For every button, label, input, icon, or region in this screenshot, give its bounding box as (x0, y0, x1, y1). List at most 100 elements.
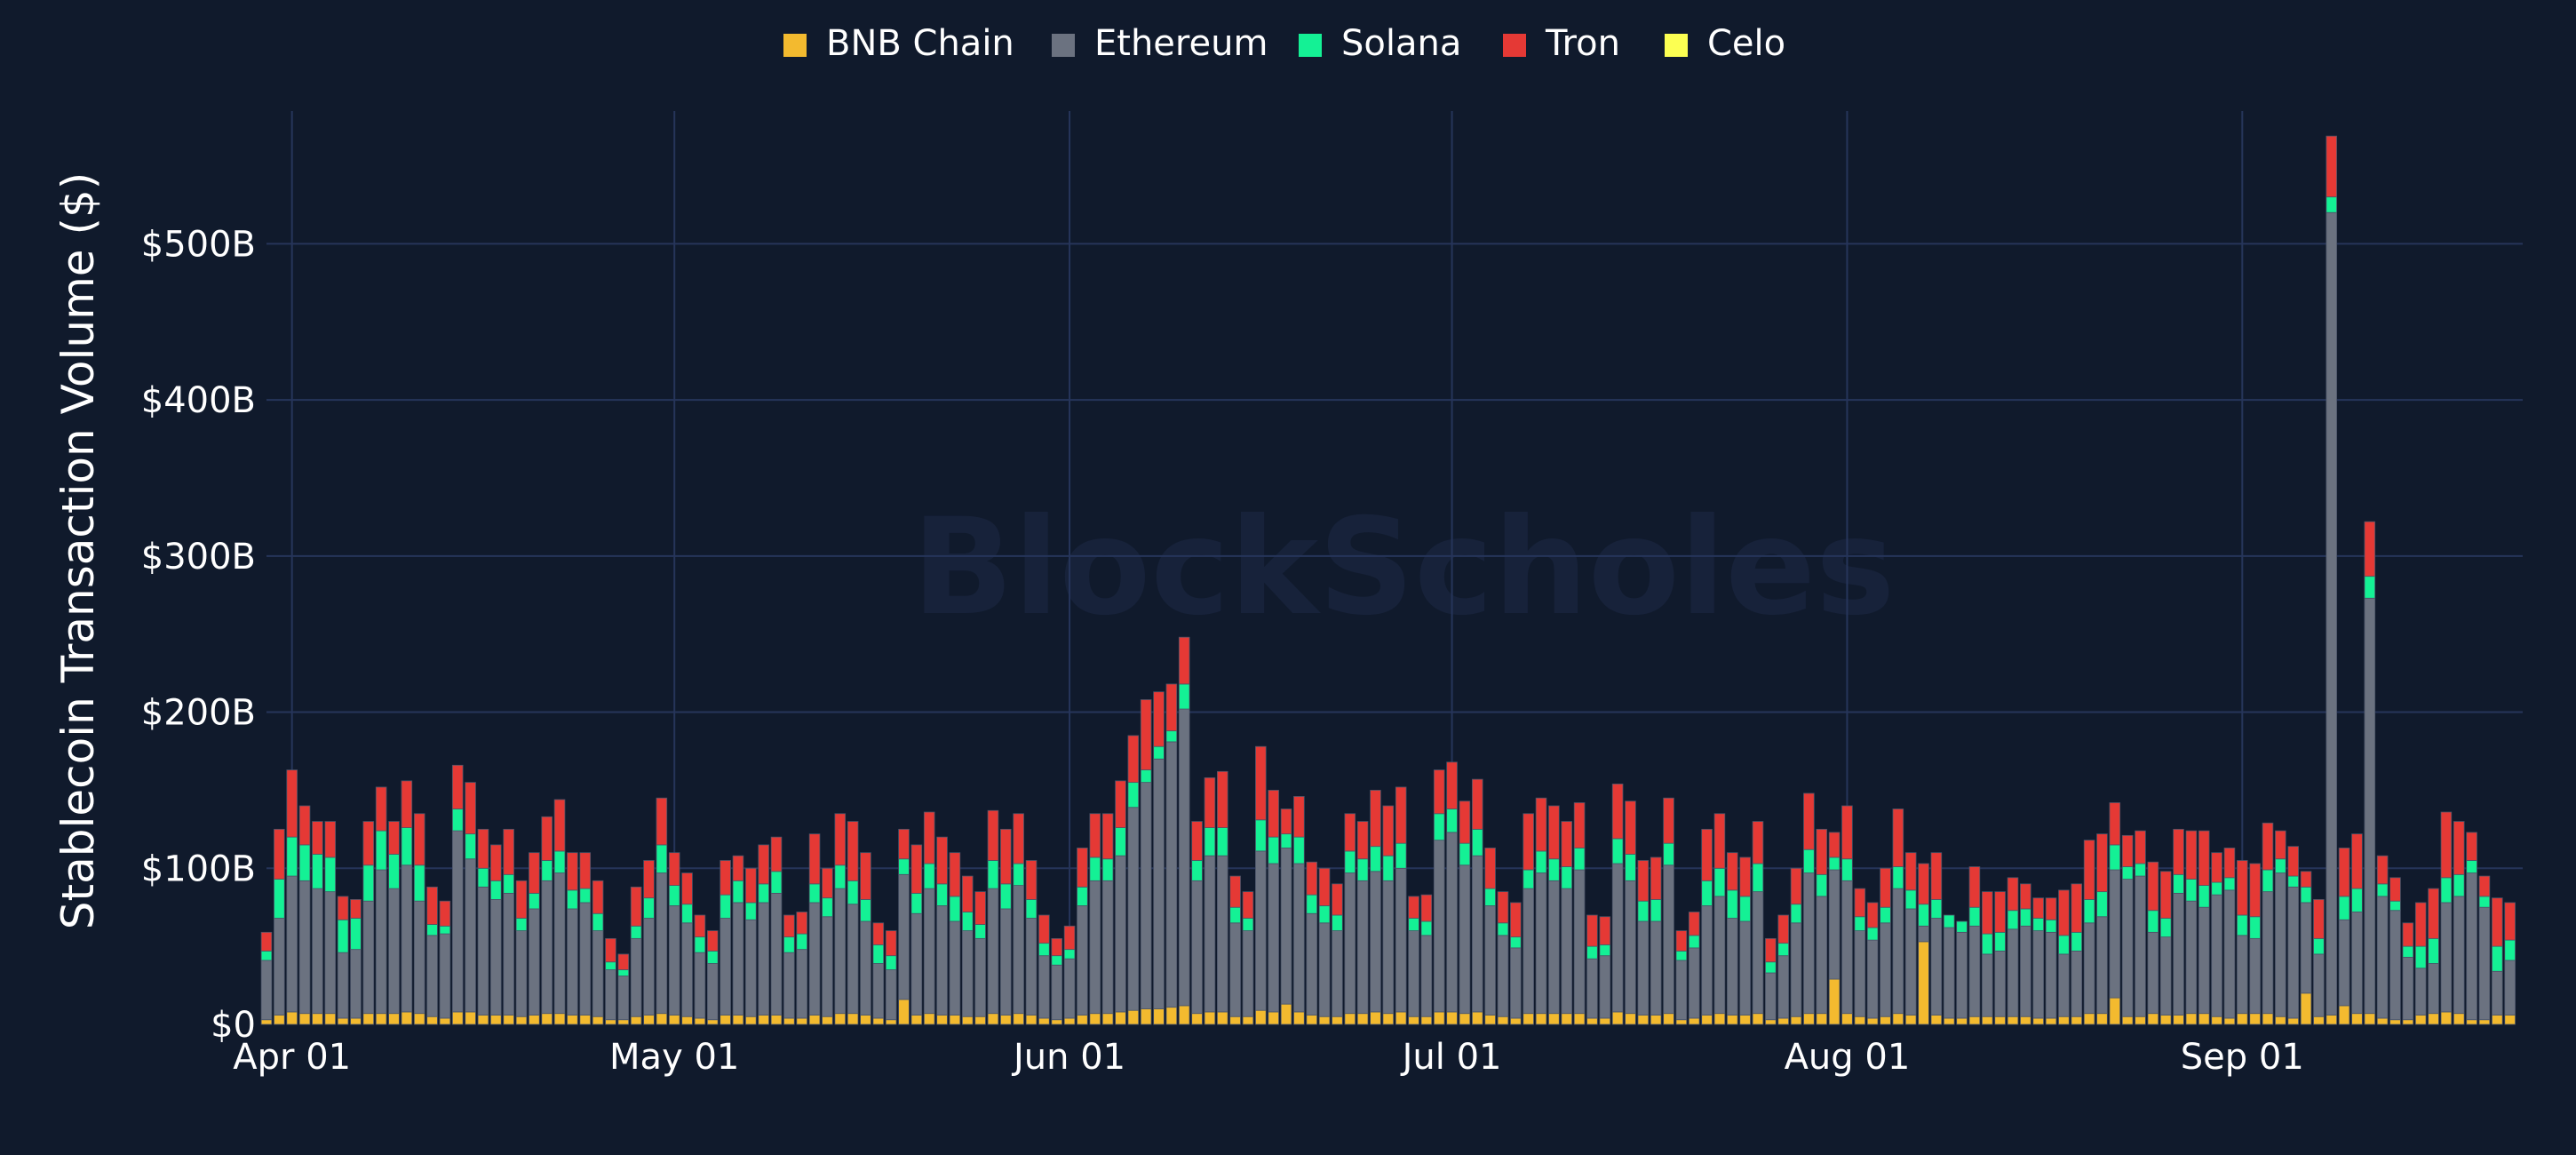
bar-segment-solana (1841, 858, 1853, 881)
bar-segment-bnb-chain (413, 1013, 425, 1025)
bar-segment-ethereum (1280, 848, 1292, 1005)
bar-segment-tron (1089, 813, 1101, 858)
bar-segment-tron (1561, 821, 1573, 867)
bar-segment-tron (643, 860, 655, 899)
bar-segment-solana (1599, 944, 1611, 957)
bar-segment-solana (720, 894, 731, 919)
bar-segment-ethereum (910, 912, 923, 1016)
bar-segment-bnb-chain (2351, 1013, 2363, 1025)
bar-segment-bnb-chain (1356, 1013, 1369, 1025)
bar-segment-ethereum (1484, 905, 1496, 1016)
bar-segment-solana (1216, 827, 1228, 856)
legend-item-solana[interactable]: Solana (1299, 23, 1461, 64)
bar-segment-bnb-chain (1586, 1017, 1598, 1025)
bar-segment-ethereum (1790, 922, 1802, 1017)
bar-segment-solana (1000, 883, 1012, 910)
bar-segment-bnb-chain (2083, 1013, 2095, 1025)
bar-segment-ethereum (2045, 931, 2057, 1019)
bar-segment-tron (885, 930, 897, 957)
bar-segment-solana (2453, 873, 2465, 897)
bar-segment-bnb-chain (2223, 1017, 2236, 1025)
bar-segment-solana (1930, 899, 1943, 919)
bar-segment-solana (2198, 885, 2210, 908)
bar-segment-solana (796, 933, 808, 951)
x-tick-label: Jun 01 (1011, 1037, 1125, 1078)
bar-segment-ethereum (490, 899, 502, 1016)
legend-item-tron[interactable]: Tron (1503, 23, 1620, 64)
x-tick-label: Jul 01 (1400, 1037, 1502, 1078)
bar-segment-ethereum (2121, 879, 2134, 1017)
bar-segment-bnb-chain (2376, 1017, 2389, 1025)
bar-segment-solana (1063, 949, 1076, 960)
legend-item-celo[interactable]: Celo (1665, 23, 1785, 64)
bar-segment-tron (936, 836, 948, 885)
bar-segment-bnb-chain (1459, 1013, 1471, 1025)
bar-segment-tron (2223, 848, 2236, 879)
bar-segment-ethereum (1115, 855, 1126, 1013)
legend-item-bnb-chain[interactable]: BNB Chain (783, 23, 1014, 64)
y-tick-label: $200B (141, 693, 256, 734)
bar-segment-tron (1013, 813, 1024, 864)
bar-segment-bnb-chain (630, 1016, 642, 1025)
bar-segment-solana (643, 897, 655, 919)
bar-segment-tron (2159, 871, 2172, 919)
bar-segment-solana (2389, 900, 2401, 912)
bar-segment-solana (936, 883, 948, 906)
bar-segment-bnb-chain (260, 1019, 273, 1025)
bar-segment-tron (949, 852, 961, 897)
bar-segment-bnb-chain (1866, 1017, 1879, 1025)
bar-segment-tron (1497, 891, 1509, 924)
bar-segment-solana (1790, 904, 1802, 924)
bar-segment-ethereum (2083, 922, 2095, 1015)
bar-segment-bnb-chain (1803, 1013, 1815, 1025)
bar-segment-tron (630, 886, 642, 927)
bar-segment-tron (1191, 821, 1203, 861)
bar-segment-tron (1523, 813, 1534, 871)
bar-segment-ethereum (1510, 947, 1522, 1019)
bar-segment-bnb-chain (1332, 1016, 1343, 1025)
bar-segment-solana (1701, 880, 1713, 906)
bar-segment-ethereum (2071, 951, 2083, 1017)
bar-segment-bnb-chain (1701, 1015, 1713, 1025)
bar-segment-ethereum (1918, 925, 1929, 943)
bar-segment-tron (2020, 883, 2031, 910)
bar-segment-ethereum (1497, 935, 1509, 1017)
bar-segment-ethereum (1433, 840, 1445, 1013)
bar-segment-tron (898, 828, 910, 860)
bar-segment-ethereum (872, 963, 885, 1019)
bar-segment-bnb-chain (961, 1016, 974, 1025)
bar-segment-ethereum (1523, 888, 1534, 1015)
bar-segment-tron (1165, 683, 1178, 732)
bar-segment-ethereum (1344, 872, 1356, 1015)
bar-segment-ethereum (1650, 920, 1662, 1016)
bar-segment-ethereum (1382, 880, 1395, 1015)
bar-segment-solana (465, 833, 476, 860)
bar-segment-ethereum (1573, 869, 1586, 1015)
bar-segment-bnb-chain (796, 1017, 808, 1025)
bar-segment-tron (2045, 897, 2057, 920)
bar-segment-bnb-chain (1918, 941, 1929, 1025)
legend-label: Tron (1545, 23, 1620, 64)
bar-segment-tron (2249, 863, 2261, 918)
legend-item-ethereum[interactable]: Ethereum (1052, 23, 1268, 64)
bar-segment-bnb-chain (2364, 1013, 2376, 1025)
bars-layer (260, 135, 2516, 1025)
bar-segment-tron (1880, 867, 1891, 908)
bar-segment-solana (745, 902, 757, 920)
bar-segment-solana (1497, 922, 1509, 936)
bar-segment-ethereum (1255, 850, 1267, 1011)
bar-segment-ethereum (1765, 972, 1777, 1021)
bar-segment-solana (2300, 886, 2312, 904)
bar-segment-ethereum (2135, 875, 2146, 1017)
bar-segment-bnb-chain (936, 1015, 948, 1025)
bar-segment-bnb-chain (503, 1015, 514, 1025)
y-tick-label: $300B (141, 537, 256, 578)
bar-segment-bnb-chain (2338, 1005, 2350, 1025)
bar-segment-ethereum (1178, 708, 1190, 1007)
bar-segment-ethereum (1637, 920, 1650, 1016)
bar-segment-solana (2364, 576, 2376, 599)
bar-segment-ethereum (1828, 869, 1841, 980)
bar-segment-solana (388, 854, 400, 889)
bar-segment-ethereum (1268, 863, 1279, 1013)
x-tick-label: Aug 01 (1785, 1037, 1911, 1078)
